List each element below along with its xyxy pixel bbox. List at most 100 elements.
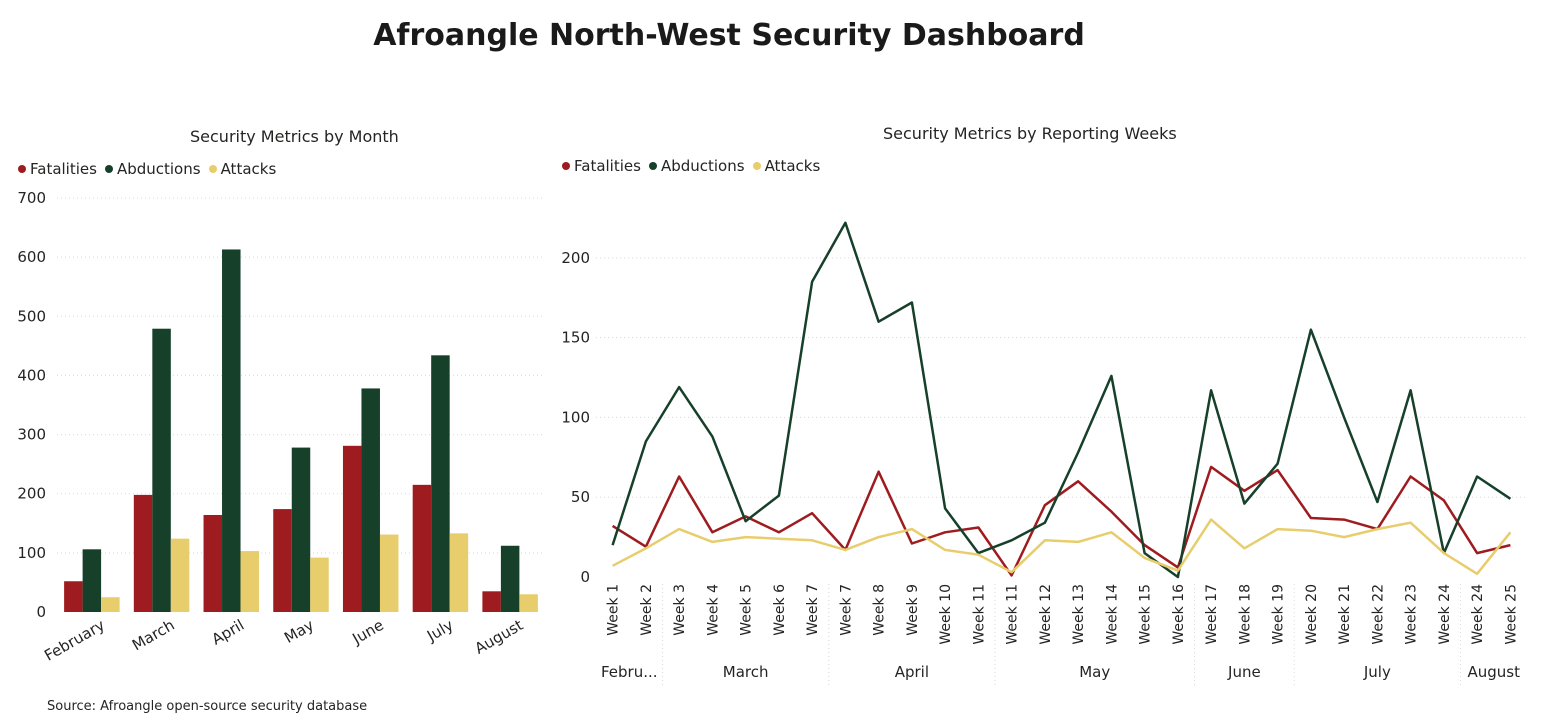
abductions-dot-icon: [648, 162, 657, 170]
month-group-label: April: [895, 663, 929, 681]
bar-attacks[interactable]: [449, 533, 469, 612]
legend-label: Abductions: [660, 157, 745, 175]
bar-fatalities[interactable]: [342, 445, 362, 612]
legend-label: Fatalities: [30, 160, 97, 178]
y-tick-label: 0: [36, 603, 46, 621]
x-tick-label: July: [423, 616, 456, 646]
bar-attacks[interactable]: [310, 557, 329, 612]
fatalities-dot-icon: [18, 165, 26, 173]
x-tick-label: February: [41, 616, 108, 665]
x-tick-label: Week 11: [971, 584, 987, 645]
bar-fatalities[interactable]: [412, 484, 432, 612]
bar-abductions[interactable]: [222, 249, 241, 612]
bar-fatalities[interactable]: [203, 515, 223, 612]
month-group-label: Febru...: [601, 663, 658, 681]
x-tick-label: Week 17: [1204, 584, 1220, 645]
x-tick-label: Week 19: [1271, 584, 1287, 645]
x-tick-label: Week 25: [1503, 584, 1519, 645]
fatalities-dot-icon: [562, 162, 570, 170]
y-tick-label: 150: [561, 329, 590, 347]
x-tick-label: Week 22: [1370, 584, 1386, 645]
line-fatalities[interactable]: [611, 465, 1511, 577]
x-tick-label: Week 13: [1071, 584, 1087, 645]
weekly-chart-title: Security Metrics by Reporting Weeks: [883, 124, 1177, 143]
legend-label: Attacks: [220, 160, 277, 178]
x-tick-label: Week 14: [1104, 584, 1120, 645]
legend-item-attacks[interactable]: Attacks: [752, 157, 821, 175]
y-tick-label: 100: [561, 408, 590, 426]
y-tick-label: 600: [17, 248, 46, 266]
y-tick-label: 200: [17, 485, 46, 503]
y-tick-label: 300: [17, 426, 46, 444]
abductions-dot-icon: [104, 165, 113, 173]
source-note: Source: Afroangle open-source security d…: [47, 699, 368, 714]
x-tick-label: March: [129, 616, 178, 654]
x-tick-label: Week 7: [805, 584, 821, 636]
legend-item-fatalities[interactable]: Fatalities: [562, 157, 641, 175]
x-tick-label: Week 8: [872, 584, 888, 636]
y-tick-label: 0: [580, 568, 590, 586]
legend-item-attacks[interactable]: Attacks: [208, 160, 277, 178]
bar-attacks[interactable]: [101, 597, 120, 612]
dashboard-title: Afroangle North-West Security Dashboard: [373, 18, 1085, 53]
x-tick-label: Week 6: [772, 584, 788, 636]
x-tick-label: Week 18: [1237, 584, 1253, 645]
y-tick-label: 700: [17, 189, 46, 207]
month-group-label: July: [1363, 663, 1391, 681]
y-tick-label: 100: [17, 544, 46, 562]
x-tick-label: Week 7: [838, 584, 854, 636]
x-tick-label: Week 16: [1171, 584, 1187, 645]
bar-fatalities[interactable]: [273, 509, 292, 612]
bar-abductions[interactable]: [361, 388, 380, 612]
x-tick-label: Week 24: [1470, 584, 1486, 645]
bar-abductions[interactable]: [500, 545, 520, 612]
month-group-label: June: [1227, 663, 1261, 681]
bar-fatalities[interactable]: [482, 591, 501, 612]
bar-attacks[interactable]: [379, 534, 399, 612]
legend-item-abductions[interactable]: Abductions: [648, 157, 745, 175]
y-tick-label: 50: [571, 488, 590, 506]
x-tick-label: April: [209, 616, 248, 649]
bar-abductions[interactable]: [82, 549, 102, 612]
weekly-legend[interactable]: Fatalities Abductions Attacks: [562, 157, 828, 175]
month-group-label: March: [723, 663, 769, 681]
bar-fatalities[interactable]: [133, 494, 153, 612]
bar-attacks[interactable]: [240, 551, 260, 612]
line-attacks[interactable]: [612, 518, 1512, 576]
x-tick-label: Week 10: [938, 584, 954, 645]
attacks-dot-icon: [208, 165, 217, 173]
bar-abductions[interactable]: [152, 328, 171, 612]
x-tick-label: Week 21: [1337, 584, 1353, 645]
legend-item-fatalities[interactable]: Fatalities: [18, 160, 97, 178]
y-tick-label: 500: [17, 307, 46, 325]
y-tick-label: 400: [17, 366, 46, 384]
x-tick-label: Week 12: [1038, 584, 1054, 645]
bar-attacks[interactable]: [519, 594, 538, 612]
x-tick-label: Week 9: [905, 584, 921, 636]
month-group-label: August: [1468, 663, 1521, 681]
x-tick-label: Week 1: [606, 584, 622, 636]
x-tick-label: Week 11: [1005, 584, 1021, 645]
bar-fatalities[interactable]: [64, 581, 83, 612]
bar-abductions[interactable]: [431, 355, 450, 612]
legend-label: Attacks: [764, 157, 821, 175]
x-tick-label: June: [349, 616, 387, 648]
legend-item-abductions[interactable]: Abductions: [104, 160, 201, 178]
legend-label: Fatalities: [574, 157, 641, 175]
bar-attacks[interactable]: [170, 538, 190, 612]
month-group-label: May: [1079, 663, 1110, 681]
x-tick-label: Week 4: [705, 584, 721, 636]
legend-label: Abductions: [116, 160, 201, 178]
y-tick-label: 200: [561, 249, 590, 267]
x-tick-label: Week 15: [1138, 584, 1154, 645]
line-abductions[interactable]: [611, 221, 1512, 579]
x-tick-label: Week 24: [1437, 584, 1453, 645]
x-tick-label: Week 3: [672, 584, 688, 636]
x-tick-label: May: [281, 616, 317, 647]
monthly-legend[interactable]: Fatalities Abductions Attacks: [18, 160, 284, 178]
x-tick-label: Week 23: [1404, 584, 1420, 645]
bar-abductions[interactable]: [291, 447, 311, 612]
x-tick-label: Week 20: [1304, 584, 1320, 645]
x-tick-label: Week 5: [739, 584, 755, 636]
